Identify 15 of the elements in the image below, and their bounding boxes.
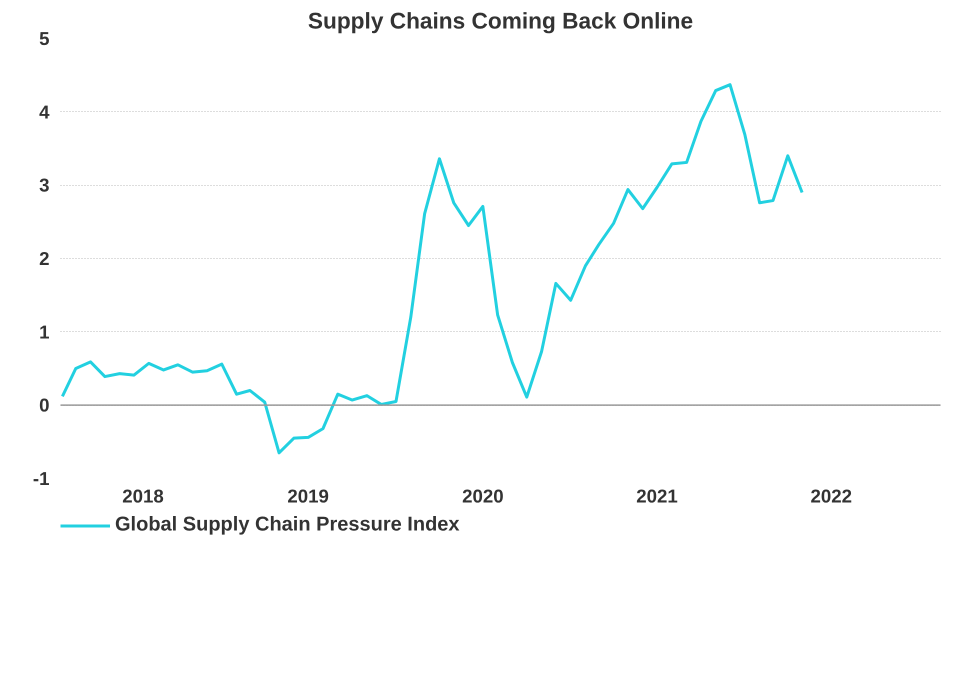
y-tick-label: 1 <box>39 321 50 342</box>
chart-title: Supply Chains Coming Back Online <box>308 8 694 34</box>
y-tick-label: 2 <box>39 248 50 269</box>
x-tick-label: 2018 <box>122 486 164 506</box>
x-tick-label: 2021 <box>636 486 678 506</box>
line-series <box>60 83 804 454</box>
x-tick-label: 2019 <box>287 486 329 506</box>
y-tick-label: 4 <box>39 101 50 122</box>
x-tick-label: 2020 <box>462 486 504 506</box>
y-tick-label: 5 <box>39 28 50 49</box>
legend-label: Global Supply Chain Pressure Index <box>115 514 460 536</box>
x-tick-label: 2022 <box>810 486 852 506</box>
y-tick-label: -1 <box>32 468 50 489</box>
y-tick-label: 0 <box>39 394 50 416</box>
y-tick-label: 3 <box>39 174 50 196</box>
